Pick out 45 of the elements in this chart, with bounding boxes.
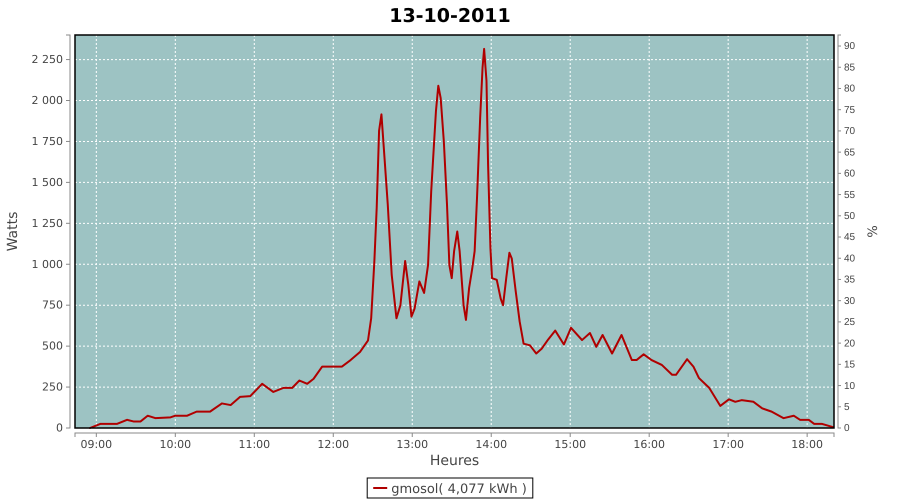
- x-tick-label: 14:00: [475, 438, 508, 451]
- y-tick-label: 2 250: [32, 53, 63, 66]
- y2-tick-label: 15: [844, 360, 856, 371]
- y2-tick-label: 60: [844, 168, 856, 180]
- y2-tick-label: 40: [844, 253, 856, 264]
- y2-tick-label: 45: [844, 232, 856, 244]
- y2-tick-label: 25: [844, 317, 856, 328]
- y2-axis-title: %: [866, 225, 881, 238]
- y2-tick-label: 20: [844, 338, 856, 350]
- x-tick-label: 11:00: [238, 438, 270, 451]
- y2-tick-label: 85: [844, 62, 856, 74]
- y2-tick-label: 5: [844, 402, 850, 413]
- y2-tick-label: 90: [844, 41, 856, 52]
- y2-tick-label: 50: [844, 210, 856, 222]
- y2-tick-label: 35: [844, 274, 856, 286]
- y2-tick-label: 30: [844, 296, 856, 307]
- y-tick-label: 0: [56, 422, 63, 435]
- x-tick-label: 10:00: [159, 438, 192, 451]
- y2-tick-label: 75: [844, 104, 856, 116]
- y2-tick-label: 55: [844, 190, 856, 201]
- y-tick-label: 750: [42, 298, 63, 312]
- chart-title: 13-10-2011: [389, 5, 511, 27]
- legend-label: gmosol( 4,077 kWh ): [391, 482, 527, 497]
- y2-tick-label: 80: [844, 84, 856, 95]
- x-tick-label: 18:00: [791, 438, 823, 451]
- y-tick-label: 1 250: [32, 216, 63, 230]
- y2-tick-label: 10: [844, 380, 856, 392]
- x-tick-label: 12:00: [317, 438, 350, 451]
- line-series: [89, 48, 834, 429]
- y-tick-label: 250: [42, 380, 63, 394]
- y-tick-label: 1 750: [32, 134, 63, 148]
- y-tick-label: 1 500: [32, 176, 63, 189]
- x-tick-label: 16:00: [633, 438, 666, 451]
- y-tick-label: 1 000: [32, 258, 63, 271]
- x-tick-label: 09:00: [80, 438, 112, 451]
- x-tick-label: 17:00: [712, 438, 744, 451]
- y-tick-label: 2 000: [32, 94, 63, 108]
- y-tick-label: 500: [42, 340, 63, 353]
- y2-tick-label: 70: [844, 126, 856, 138]
- x-tick-label: 13:00: [396, 438, 428, 451]
- y2-tick-label: 65: [844, 147, 856, 158]
- x-tick-label: 15:00: [554, 438, 586, 451]
- y2-tick-label: 0: [844, 423, 850, 434]
- x-axis-title: Heures: [430, 453, 480, 469]
- y-axis-title: Watts: [5, 212, 21, 252]
